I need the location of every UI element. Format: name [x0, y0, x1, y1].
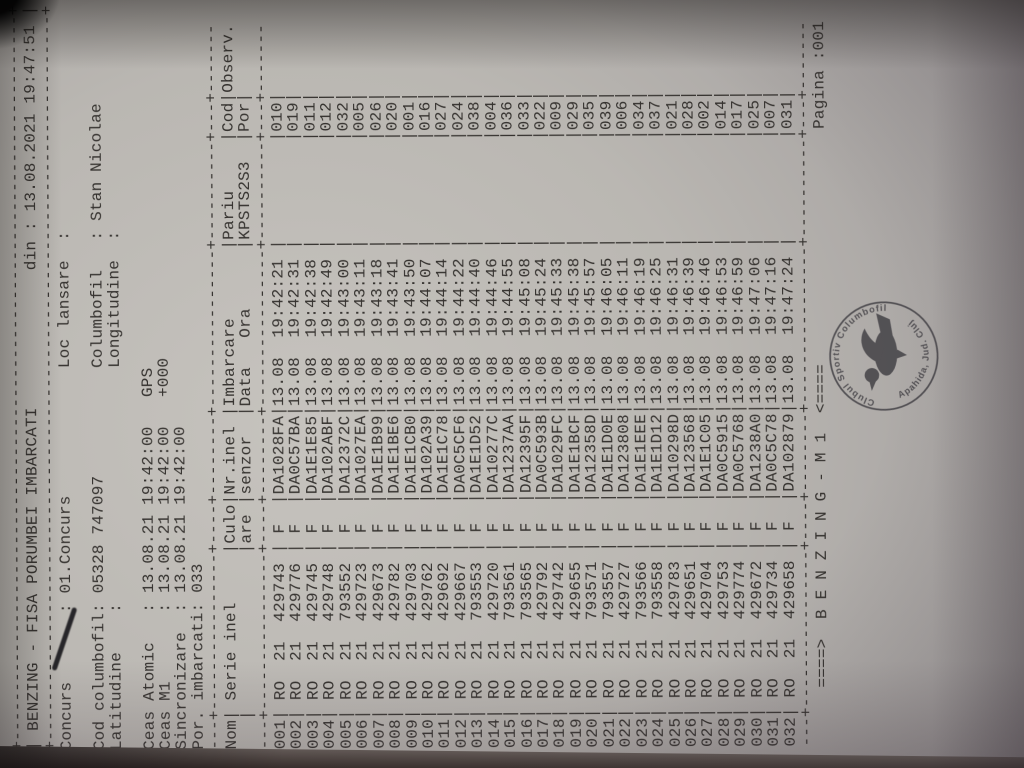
document-text: Clubul Sportiv Columbofil * Apahida, Jud…: [3, 3, 1021, 764]
club-stamp: Clubul Sportiv Columbofil * Apahida, Jud…: [824, 296, 939, 411]
